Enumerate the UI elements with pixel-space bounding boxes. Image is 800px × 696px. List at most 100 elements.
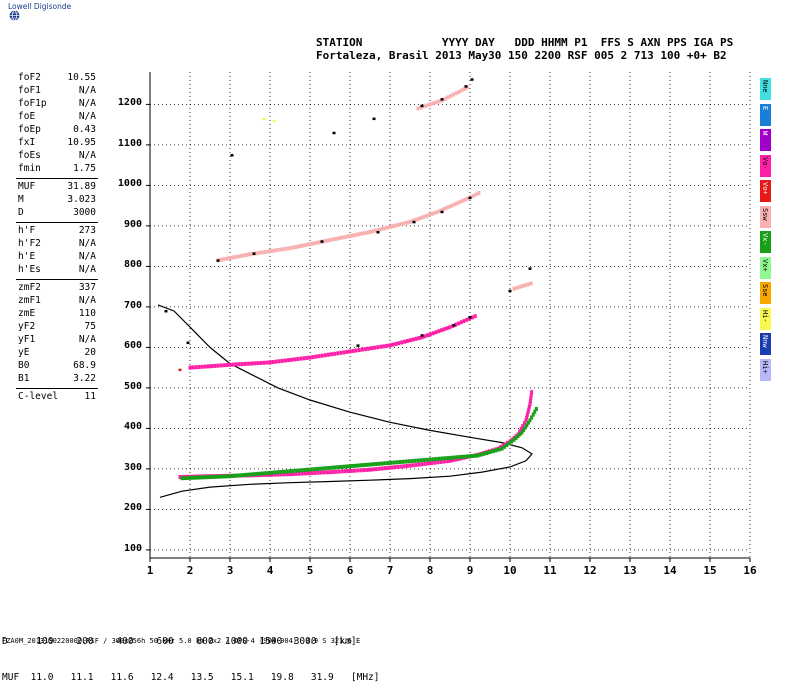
echo-point xyxy=(518,284,522,289)
echo-point xyxy=(519,426,523,431)
param-value: N/A xyxy=(78,238,96,249)
echo-point xyxy=(293,357,297,362)
echo-point xyxy=(477,190,481,195)
echo-point xyxy=(443,456,447,461)
echo-point xyxy=(426,461,430,466)
echo-point xyxy=(401,459,405,464)
echo-point xyxy=(192,475,196,480)
echo-point xyxy=(398,460,402,465)
param-row: zmE 110 xyxy=(18,308,96,321)
echo-point xyxy=(464,85,468,88)
echo-point xyxy=(425,103,429,108)
echo-point xyxy=(264,471,268,476)
echo-point xyxy=(300,471,304,476)
echo-point xyxy=(222,363,226,368)
echo-point xyxy=(445,326,449,331)
param-row: h'F2 N/A xyxy=(18,238,96,251)
echo-point xyxy=(351,463,355,468)
echo-point xyxy=(320,240,324,243)
echo-point xyxy=(482,451,486,456)
echo-point xyxy=(382,344,386,349)
echo-point xyxy=(256,361,260,366)
echo-point xyxy=(371,462,375,467)
y-tick-label: 500 xyxy=(123,380,142,392)
echo-point xyxy=(470,454,474,459)
echo-point xyxy=(323,353,327,358)
param-name: zmF2 xyxy=(18,282,41,293)
y-tick-label: 300 xyxy=(123,461,142,473)
echo-point xyxy=(296,357,300,362)
param-separator xyxy=(16,178,98,179)
echo-point xyxy=(441,207,445,212)
echo-point xyxy=(276,472,280,477)
echo-point xyxy=(522,428,526,433)
echo-point xyxy=(488,450,492,455)
echo-point xyxy=(382,226,386,231)
echo-point xyxy=(334,469,338,474)
echo-point xyxy=(362,231,366,236)
echo-point xyxy=(365,230,369,235)
param-value: 10.95 xyxy=(67,137,96,148)
table-row-muf: MUF 11.0 11.1 11.6 12.4 13.5 15.1 19.8 3… xyxy=(2,672,380,683)
echo-point xyxy=(178,368,182,372)
echo-point xyxy=(534,406,538,411)
echo-point xyxy=(231,255,235,260)
echo-point xyxy=(268,360,272,365)
echo-point xyxy=(213,474,217,479)
echo-point xyxy=(523,283,527,288)
echo-point xyxy=(431,331,435,336)
param-name: zmF1 xyxy=(18,295,41,306)
muf-table: D 100 200 400 600 800 1000 1500 3000 [km… xyxy=(2,612,380,696)
echo-point xyxy=(516,434,520,439)
echo-point xyxy=(527,404,531,409)
param-row: zmF1 N/A xyxy=(18,295,96,308)
echo-point xyxy=(339,464,343,469)
echo-point xyxy=(374,467,378,472)
echo-point xyxy=(354,232,358,237)
param-value: N/A xyxy=(78,111,96,122)
y-tick-label: 900 xyxy=(123,218,142,230)
echo-point xyxy=(468,196,472,200)
echo-point xyxy=(417,336,421,341)
echo-point xyxy=(444,206,448,211)
echo-point xyxy=(454,457,458,462)
echo-point xyxy=(291,468,295,473)
echo-point xyxy=(310,471,314,476)
echo-point xyxy=(476,453,480,458)
y-tick-label: 1000 xyxy=(117,178,142,190)
param-value: 3.023 xyxy=(67,194,96,205)
echo-point xyxy=(204,475,208,480)
echo-point xyxy=(336,465,340,470)
echo-point xyxy=(512,437,516,442)
echo-point xyxy=(300,468,304,473)
echo-point xyxy=(530,415,534,420)
param-row: B1 3.22 xyxy=(18,373,96,386)
echo-point xyxy=(388,343,392,348)
echo-point xyxy=(309,467,313,472)
echo-point xyxy=(342,350,346,355)
echo-point xyxy=(359,468,363,473)
echo-point xyxy=(371,467,375,472)
legend-item: Vx- xyxy=(760,231,771,253)
param-value: 110 xyxy=(78,308,96,319)
echo-point xyxy=(322,239,326,244)
echo-point xyxy=(451,92,455,97)
echo-point xyxy=(330,465,334,470)
echo-point xyxy=(222,474,226,479)
echo-point xyxy=(457,200,461,205)
legend-label: Ssw xyxy=(761,207,769,221)
echo-point xyxy=(408,463,412,468)
param-row: yF2 75 xyxy=(18,321,96,334)
echo-point xyxy=(314,240,318,245)
echo-point xyxy=(514,435,518,440)
echo-point xyxy=(408,219,412,224)
echo-point xyxy=(383,461,387,466)
echo-point xyxy=(228,474,232,479)
echo-point xyxy=(180,476,184,481)
echo-point xyxy=(305,242,309,247)
echo-point xyxy=(342,235,346,240)
echo-point xyxy=(440,456,444,461)
echo-point xyxy=(377,461,381,466)
echo-point xyxy=(379,344,383,349)
param-value: 3000 xyxy=(73,207,96,218)
